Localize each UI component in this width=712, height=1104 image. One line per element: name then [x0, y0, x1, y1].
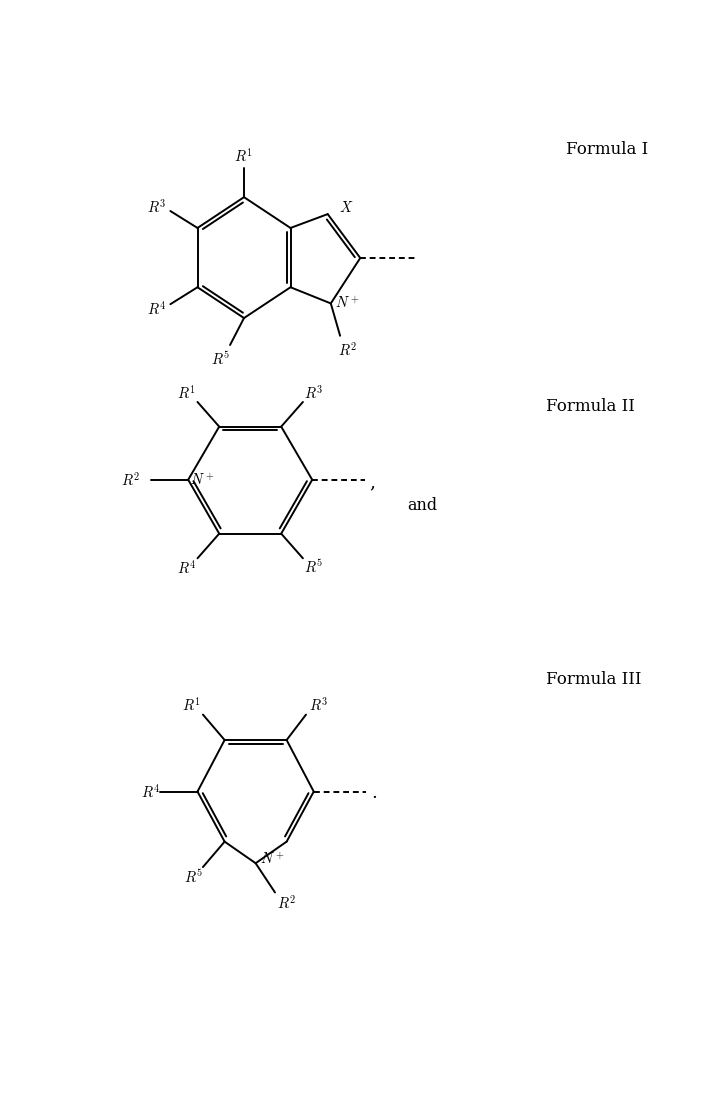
Text: $R^4$: $R^4$	[147, 300, 167, 318]
Text: $R^3$: $R^3$	[310, 696, 329, 713]
Text: $R^1$: $R^1$	[182, 696, 201, 713]
Text: $R^3$: $R^3$	[147, 198, 167, 215]
Text: and: and	[407, 497, 437, 513]
Text: Formula III: Formula III	[546, 671, 642, 689]
Text: $N^+$: $N^+$	[335, 296, 360, 311]
Text: ,: ,	[370, 474, 375, 491]
Text: $N^+$: $N^+$	[190, 471, 214, 488]
Text: $N^+$: $N^+$	[259, 851, 284, 867]
Text: $R^2$: $R^2$	[338, 341, 357, 359]
Text: $R^2$: $R^2$	[277, 894, 296, 912]
Text: $R^4$: $R^4$	[177, 559, 197, 576]
Text: $X$: $X$	[338, 201, 353, 215]
Text: $R^5$: $R^5$	[304, 559, 323, 576]
Text: $R^5$: $R^5$	[211, 351, 231, 369]
Text: Formula I: Formula I	[565, 141, 648, 158]
Text: .: .	[371, 784, 377, 803]
Text: Formula II: Formula II	[546, 399, 635, 415]
Text: $R^2$: $R^2$	[120, 470, 140, 489]
Text: $R^4$: $R^4$	[141, 783, 161, 800]
Text: $R^1$: $R^1$	[234, 147, 253, 164]
Text: $R^1$: $R^1$	[177, 384, 197, 402]
Text: $R^3$: $R^3$	[304, 384, 323, 402]
Text: $R^5$: $R^5$	[184, 869, 204, 885]
